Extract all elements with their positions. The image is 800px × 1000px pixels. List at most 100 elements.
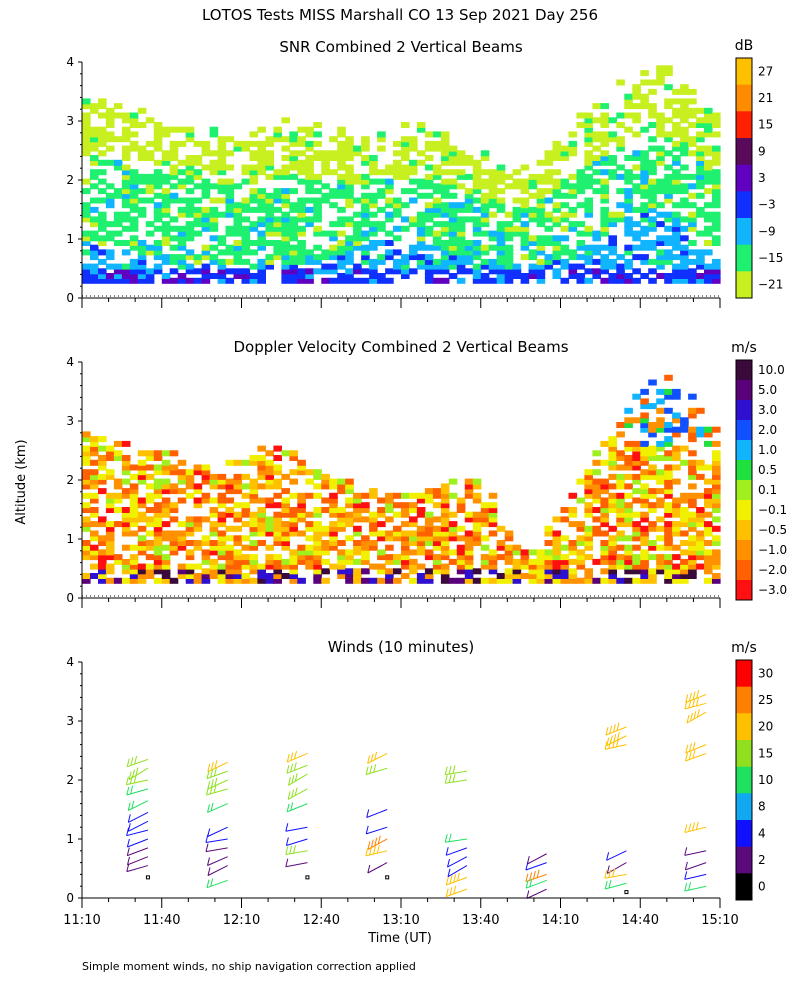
- heatmap-cell: [137, 577, 147, 584]
- heatmap-cell: [273, 525, 282, 532]
- heatmap-cell: [656, 221, 665, 228]
- heatmap-cell: [648, 79, 657, 86]
- heatmap-cell: [616, 173, 625, 180]
- heatmap-cell: [560, 202, 570, 209]
- heatmap-cell: [472, 254, 482, 261]
- heatmap-cell: [552, 145, 562, 152]
- heatmap-cell: [193, 169, 203, 176]
- heatmap-cell: [233, 540, 243, 546]
- heatmap-cell: [313, 268, 322, 275]
- heatmap-cell: [90, 103, 99, 110]
- heatmap-cell: [201, 535, 211, 542]
- wind-barb-feather: [444, 834, 448, 843]
- wind-barb-feather: [286, 803, 290, 813]
- heatmap-cell: [113, 268, 123, 275]
- heatmap-cell: [600, 440, 609, 447]
- heatmap-cell: [648, 379, 657, 386]
- wind-barb-feather: [285, 823, 289, 832]
- heatmap-cell: [664, 440, 673, 447]
- wind-barb-feather: [369, 765, 373, 774]
- heatmap-cell: [648, 502, 657, 509]
- heatmap-cell: [177, 473, 187, 480]
- heatmap-cell: [145, 455, 155, 461]
- heatmap-cell: [82, 473, 91, 480]
- wind-barb: [205, 834, 228, 843]
- colorbar-label: 27: [758, 64, 773, 78]
- heatmap-cell: [273, 568, 282, 575]
- heatmap-cell: [337, 488, 346, 495]
- heatmap-cell: [680, 277, 689, 284]
- heatmap-cell: [82, 544, 91, 551]
- figure-title: LOTOS Tests MISS Marshall CO 13 Sep 2021…: [202, 6, 598, 24]
- heatmap-cell: [289, 155, 298, 161]
- heatmap-cell: [432, 202, 442, 209]
- heatmap-cell: [448, 530, 458, 537]
- heatmap-cell: [273, 469, 282, 476]
- heatmap-cell: [273, 254, 282, 261]
- heatmap-cell: [361, 221, 370, 228]
- wind-barb: [126, 847, 149, 857]
- heatmap-cell: [632, 530, 641, 537]
- heatmap-cell: [656, 388, 665, 395]
- y-tick-label: 1: [66, 232, 74, 246]
- heatmap-cell: [448, 254, 458, 261]
- colorbar-swatch: [736, 500, 752, 521]
- heatmap-cell: [233, 558, 243, 565]
- heatmap-cell: [129, 530, 139, 537]
- heatmap-cell: [600, 497, 609, 504]
- heatmap-cell: [688, 216, 697, 223]
- heatmap-cell: [424, 244, 434, 251]
- colorbar-swatch: [736, 660, 752, 688]
- heatmap-cell: [424, 511, 434, 518]
- heatmap-cell: [640, 455, 649, 461]
- heatmap-cell: [472, 240, 482, 246]
- heatmap-cell: [704, 530, 713, 537]
- heatmap-cell: [129, 145, 139, 152]
- wind-barb: [447, 856, 468, 868]
- heatmap-cell: [576, 169, 586, 176]
- heatmap-cell: [680, 573, 689, 579]
- heatmap-cell: [704, 230, 713, 237]
- heatmap-cell: [289, 478, 298, 485]
- heatmap-cell: [424, 497, 434, 504]
- heatmap-cell: [568, 254, 578, 261]
- heatmap-cell: [98, 464, 107, 471]
- heatmap-cell: [672, 230, 681, 237]
- heatmap-cell: [448, 258, 458, 265]
- wind-barb-feather: [129, 775, 133, 784]
- heatmap-cell: [129, 122, 139, 128]
- heatmap-cell: [688, 502, 697, 509]
- heatmap-cell: [225, 249, 235, 256]
- wind-barb-shaft: [127, 838, 149, 848]
- heatmap-cell: [193, 577, 203, 584]
- heatmap-cell: [105, 507, 115, 513]
- heatmap-cell: [209, 273, 219, 279]
- heatmap-cell: [241, 502, 251, 509]
- heatmap-cell: [416, 540, 426, 546]
- heatmap-cell: [536, 159, 546, 166]
- heatmap-cell: [129, 131, 139, 138]
- heatmap-cell: [544, 530, 554, 537]
- heatmap-cell: [632, 445, 641, 452]
- heatmap-cell: [664, 254, 673, 261]
- wind-barb-feather: [373, 845, 376, 855]
- heatmap-cell: [464, 192, 474, 199]
- heatmap-cell: [233, 249, 243, 256]
- heatmap-cell: [121, 192, 131, 199]
- heatmap-cell: [161, 273, 171, 279]
- heatmap-cell: [281, 535, 290, 542]
- heatmap-cell: [584, 488, 593, 495]
- heatmap-cell: [448, 535, 458, 542]
- heatmap-cell: [704, 525, 713, 532]
- wind-barb-feather: [612, 724, 616, 733]
- wind-barb-feather: [127, 802, 131, 811]
- heatmap-cell: [592, 117, 601, 124]
- heatmap-cell: [584, 131, 593, 138]
- heatmap-cell: [361, 206, 370, 213]
- heatmap-cell: [664, 393, 673, 400]
- heatmap-cell: [544, 577, 554, 584]
- heatmap-cell: [584, 173, 593, 180]
- colorbar-label: 0: [758, 880, 766, 894]
- heatmap-cell: [105, 502, 115, 509]
